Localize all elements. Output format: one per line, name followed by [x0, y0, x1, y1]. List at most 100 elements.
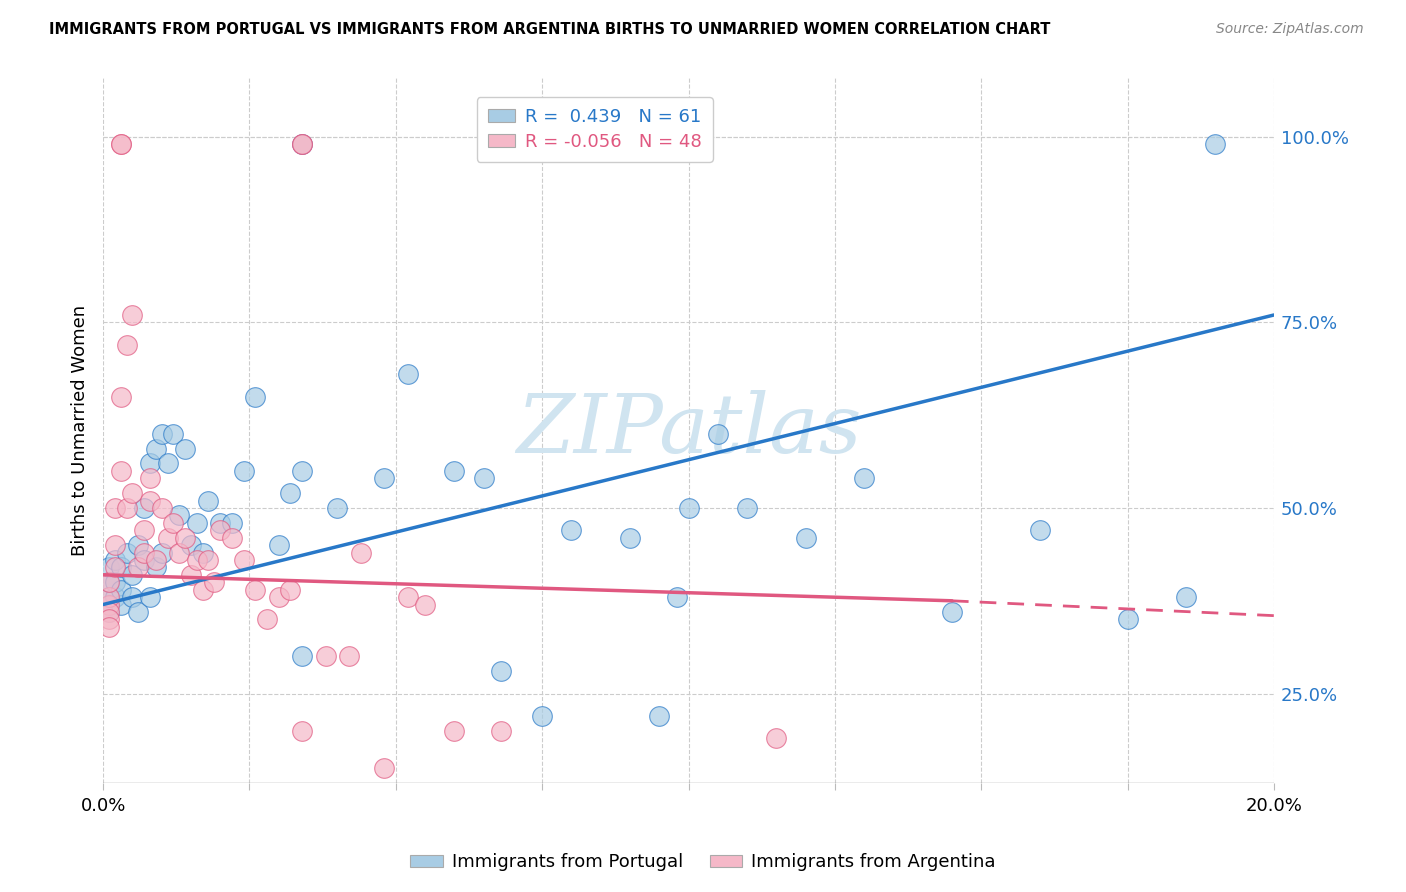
Point: [110, 464, 132, 478]
Point: [98, 598, 121, 612]
Point: [145, 553, 167, 567]
Point: [853, 471, 876, 485]
Point: [98, 620, 121, 634]
Legend: R =  0.439   N = 61, R = -0.056   N = 48: R = 0.439 N = 61, R = -0.056 N = 48: [477, 97, 713, 162]
Point: [396, 590, 419, 604]
Point: [1028, 523, 1050, 537]
Point: [291, 723, 314, 738]
Point: [127, 538, 149, 552]
Point: [489, 665, 512, 679]
Point: [104, 501, 127, 516]
Point: [150, 501, 173, 516]
Point: [167, 508, 190, 523]
Point: [232, 553, 254, 567]
Point: [209, 523, 232, 537]
Point: [110, 598, 132, 612]
Point: [156, 457, 179, 471]
Point: [139, 493, 162, 508]
Point: [115, 337, 138, 351]
Point: [373, 471, 395, 485]
Point: [98, 598, 121, 612]
Point: [139, 471, 162, 485]
Point: [110, 137, 132, 152]
Point: [280, 486, 302, 500]
Point: [678, 501, 700, 516]
Point: [180, 538, 202, 552]
Point: [98, 605, 121, 619]
Point: [139, 457, 162, 471]
Point: [167, 545, 190, 559]
Point: [472, 471, 495, 485]
Point: [98, 590, 121, 604]
Point: [132, 545, 155, 559]
Point: [132, 553, 155, 567]
Point: [104, 575, 127, 590]
Point: [104, 538, 127, 552]
Point: [104, 560, 127, 574]
Point: [209, 516, 232, 530]
Point: [648, 709, 671, 723]
Point: [794, 531, 817, 545]
Point: [337, 649, 360, 664]
Point: [186, 553, 208, 567]
Point: [619, 531, 641, 545]
Point: [186, 516, 208, 530]
Point: [110, 137, 132, 152]
Point: [291, 464, 314, 478]
Point: [191, 545, 214, 559]
Legend: Immigrants from Portugal, Immigrants from Argentina: Immigrants from Portugal, Immigrants fro…: [404, 847, 1002, 879]
Text: IMMIGRANTS FROM PORTUGAL VS IMMIGRANTS FROM ARGENTINA BIRTHS TO UNMARRIED WOMEN : IMMIGRANTS FROM PORTUGAL VS IMMIGRANTS F…: [49, 22, 1050, 37]
Point: [121, 486, 143, 500]
Point: [110, 582, 132, 597]
Point: [156, 531, 179, 545]
Point: [232, 464, 254, 478]
Point: [1204, 137, 1226, 152]
Point: [132, 501, 155, 516]
Point: [98, 612, 121, 626]
Point: [145, 560, 167, 574]
Text: ZIPatlas: ZIPatlas: [516, 390, 862, 470]
Point: [162, 516, 184, 530]
Point: [280, 582, 302, 597]
Point: [531, 709, 554, 723]
Point: [489, 723, 512, 738]
Point: [104, 590, 127, 604]
Point: [291, 137, 314, 152]
Point: [110, 390, 132, 404]
Point: [221, 516, 243, 530]
Point: [413, 598, 436, 612]
Point: [245, 390, 267, 404]
Point: [560, 523, 582, 537]
Point: [291, 137, 314, 152]
Point: [443, 464, 465, 478]
Point: [291, 649, 314, 664]
Point: [121, 308, 143, 322]
Point: [765, 731, 787, 746]
Point: [98, 605, 121, 619]
Point: [197, 553, 219, 567]
Point: [98, 575, 121, 590]
Point: [121, 590, 143, 604]
Point: [115, 545, 138, 559]
Point: [678, 137, 700, 152]
Point: [150, 426, 173, 441]
Point: [180, 567, 202, 582]
Point: [267, 538, 290, 552]
Point: [665, 590, 688, 604]
Point: [127, 560, 149, 574]
Point: [326, 501, 349, 516]
Text: Source: ZipAtlas.com: Source: ZipAtlas.com: [1216, 22, 1364, 37]
Point: [396, 368, 419, 382]
Point: [115, 501, 138, 516]
Y-axis label: Births to Unmarried Women: Births to Unmarried Women: [72, 304, 89, 556]
Point: [315, 649, 337, 664]
Point: [104, 553, 127, 567]
Point: [174, 442, 197, 456]
Point: [98, 575, 121, 590]
Point: [202, 575, 225, 590]
Point: [132, 523, 155, 537]
Point: [139, 590, 162, 604]
Point: [121, 567, 143, 582]
Point: [267, 590, 290, 604]
Point: [443, 723, 465, 738]
